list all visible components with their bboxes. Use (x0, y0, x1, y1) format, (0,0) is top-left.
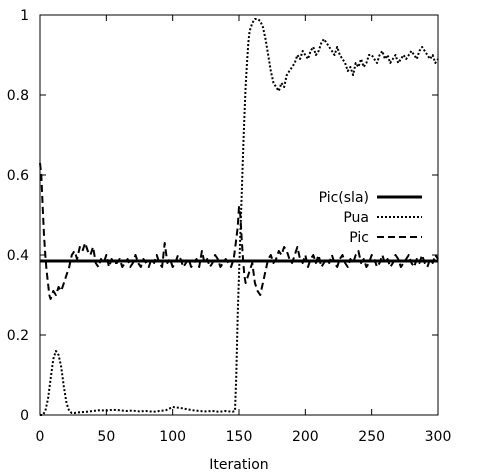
legend-label: Pua (343, 210, 369, 226)
x-tick-label: 50 (97, 429, 115, 445)
x-tick-label: 250 (358, 429, 385, 445)
series-line-pua (40, 18, 439, 416)
legend-label: Pic(sla) (319, 190, 369, 206)
x-tick-label: 150 (226, 429, 253, 445)
y-tick-label: 0.2 (7, 328, 29, 344)
x-tick-label: 300 (425, 429, 452, 445)
x-tick-label: 100 (159, 429, 186, 445)
tick-marks (39, 14, 439, 416)
y-tick-label: 0.4 (7, 248, 29, 264)
plot-frame (39, 14, 439, 416)
x-tick-label: 200 (292, 429, 319, 445)
y-tick-label: 0.8 (7, 88, 29, 104)
axes: 0 50 100 150 200 250 300 0 0.2 0.4 0.6 0.8 1 (7, 8, 452, 445)
y-tick-label: 0 (20, 408, 29, 424)
legend-label: Pic (349, 230, 369, 246)
y-tick-label: 1 (20, 8, 29, 24)
y-tick-label: 0.6 (7, 168, 29, 184)
x-axis-label: Iteration (209, 457, 268, 473)
legend: Pic(sla) Pua Pic (319, 190, 422, 246)
series-lines (39, 18, 439, 416)
x-tick-label: 0 (36, 429, 45, 445)
series-line-pic (39, 162, 439, 300)
